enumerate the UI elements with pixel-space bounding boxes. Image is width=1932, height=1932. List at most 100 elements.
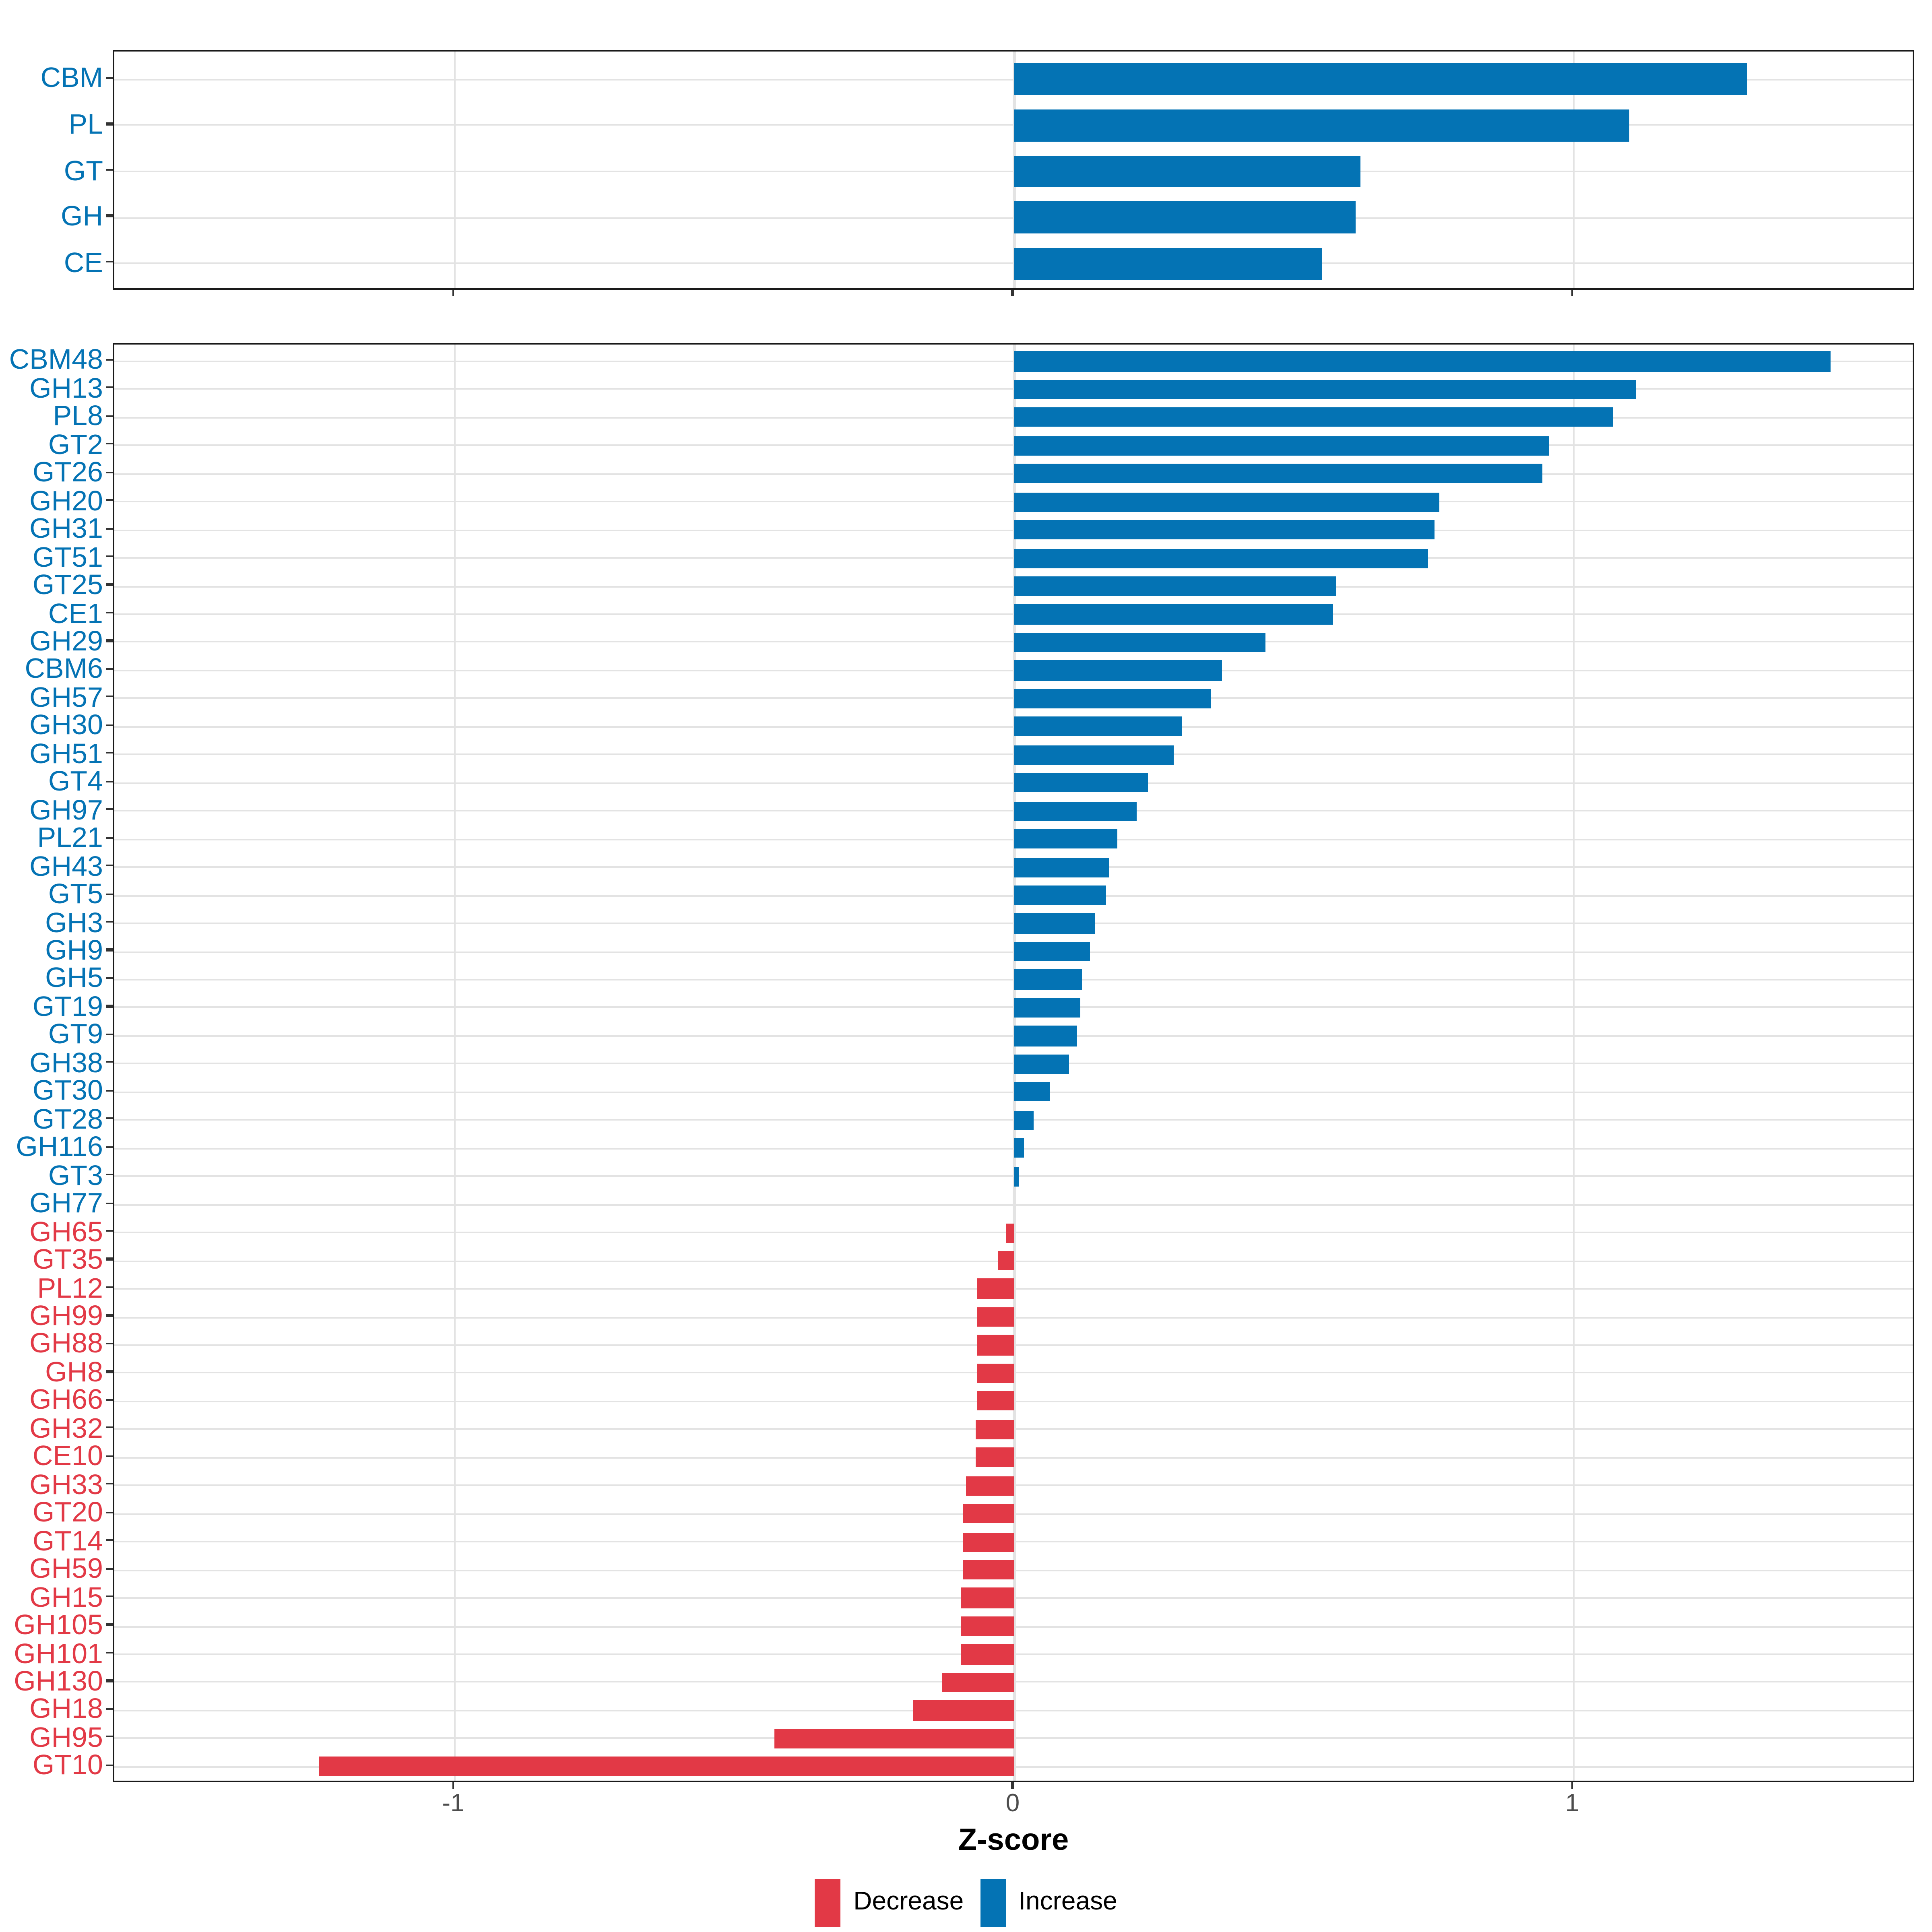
y-axis-label: GT — [64, 154, 103, 186]
y-axis-label: GT9 — [48, 1018, 103, 1051]
y-axis-tick — [106, 1426, 113, 1429]
y-axis-tick — [106, 921, 113, 923]
bar-gt30 — [1014, 1082, 1050, 1102]
y-axis-label: CBM48 — [9, 343, 103, 376]
class-level-panel — [113, 50, 1914, 290]
y-axis-label: GT28 — [32, 1102, 103, 1135]
y-axis-tick — [106, 752, 113, 754]
y-axis-label: PL8 — [53, 400, 103, 432]
y-axis-label: GH9 — [45, 934, 103, 966]
y-axis-label: GH13 — [29, 372, 103, 404]
bar-gt3 — [1014, 1166, 1020, 1187]
y-axis-label: GH8 — [45, 1355, 103, 1388]
y-axis-label: GH43 — [29, 849, 103, 882]
x-axis-tick — [1011, 290, 1014, 295]
y-axis-tick — [106, 611, 113, 614]
bar-gt20 — [963, 1504, 1014, 1524]
y-axis-label: GH116 — [16, 1131, 103, 1163]
bar-gh — [1014, 201, 1356, 234]
bar-gh43 — [1014, 857, 1110, 877]
y-axis-tick — [106, 555, 113, 557]
y-axis-tick — [106, 1651, 113, 1654]
y-axis-tick — [106, 1399, 113, 1401]
y-axis-tick — [106, 527, 113, 529]
bar-gh65 — [1006, 1223, 1014, 1243]
bar-gh31 — [1014, 520, 1434, 540]
y-axis-label: GH88 — [29, 1327, 103, 1360]
y-axis-label: GH31 — [29, 512, 103, 545]
y-axis-label: GH51 — [29, 737, 103, 770]
gridline-vertical — [1013, 52, 1016, 288]
y-axis-label: GH57 — [29, 681, 103, 713]
x-axis-tick — [1011, 1782, 1014, 1788]
y-axis-label: GH105 — [14, 1608, 103, 1641]
y-axis-tick — [106, 77, 113, 79]
bar-pl21 — [1014, 829, 1118, 849]
y-axis-label: GH97 — [29, 793, 103, 826]
y-axis-label: GT3 — [48, 1158, 103, 1191]
y-axis-label: GH15 — [29, 1580, 103, 1613]
y-axis-label: PL12 — [37, 1271, 103, 1304]
y-axis-label: GT19 — [32, 990, 103, 1022]
bar-gh66 — [976, 1391, 1014, 1411]
bar-gh88 — [976, 1335, 1014, 1355]
y-axis-tick — [106, 949, 113, 951]
y-axis-label: GH66 — [29, 1383, 103, 1416]
y-axis-tick — [106, 1483, 113, 1485]
y-axis-tick — [106, 1314, 113, 1317]
bar-gt19 — [1014, 998, 1080, 1018]
x-axis-tick-label: -1 — [442, 1790, 464, 1818]
bar-gh13 — [1014, 379, 1635, 399]
y-axis-tick — [106, 1623, 113, 1626]
bar-gh18 — [913, 1701, 1014, 1721]
y-axis-tick — [106, 415, 113, 417]
bar-ce1 — [1014, 604, 1333, 624]
y-axis-label: GH32 — [29, 1412, 103, 1444]
y-axis-tick — [106, 169, 113, 171]
y-axis-tick — [106, 1511, 113, 1513]
y-axis-label: CE1 — [48, 597, 103, 629]
legend-label: Decrease — [853, 1889, 964, 1916]
bar-gt10 — [319, 1757, 1014, 1777]
y-axis-tick — [106, 1286, 113, 1288]
y-axis-label: GH3 — [45, 906, 103, 938]
y-axis-tick — [106, 443, 113, 445]
legend-swatch-decrease — [815, 1879, 841, 1927]
bar-gt51 — [1014, 548, 1428, 568]
x-axis-tick — [1571, 1782, 1573, 1788]
y-axis-label: GT51 — [32, 540, 103, 573]
bar-gh101 — [961, 1644, 1014, 1664]
y-axis-label: GH33 — [29, 1468, 103, 1500]
y-axis-tick — [106, 260, 113, 263]
y-axis-tick — [106, 1202, 113, 1204]
y-axis-tick — [106, 1736, 113, 1738]
y-axis-label: GH99 — [29, 1299, 103, 1331]
y-axis-tick — [106, 499, 113, 502]
y-axis-tick — [106, 780, 113, 782]
y-axis-tick — [106, 865, 113, 867]
bar-gh99 — [977, 1307, 1014, 1327]
y-axis-label: PL21 — [37, 821, 103, 854]
y-axis-tick — [106, 893, 113, 895]
y-axis-label: CBM — [40, 62, 103, 94]
bar-cbm48 — [1014, 351, 1831, 371]
y-axis-label: CE — [64, 246, 103, 278]
bar-gh51 — [1014, 745, 1174, 765]
y-axis-label: GH77 — [29, 1187, 103, 1219]
legend-item-increase: Increase — [980, 1879, 1117, 1927]
y-axis-label: GT2 — [48, 428, 103, 460]
y-axis-tick — [106, 1567, 113, 1569]
y-axis-tick — [106, 1764, 113, 1766]
y-axis-tick — [106, 696, 113, 698]
gridline-vertical — [1573, 344, 1575, 1781]
bar-gh15 — [962, 1588, 1014, 1608]
y-axis-tick — [106, 1061, 113, 1063]
bar-gh32 — [976, 1419, 1014, 1439]
y-axis-tick — [106, 640, 113, 642]
y-axis-tick — [106, 1455, 113, 1457]
bar-gh9 — [1014, 941, 1090, 962]
y-axis-label: GH30 — [29, 709, 103, 741]
y-axis-label: GT10 — [32, 1749, 103, 1781]
y-axis-tick — [106, 1174, 113, 1176]
